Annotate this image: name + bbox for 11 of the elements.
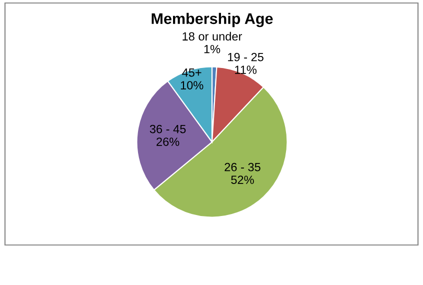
data-label: 26% [156,138,180,146]
slice-label: 45+ [182,68,202,77]
slice-label: 19 - 25 [228,52,264,62]
data-label: 11% [235,66,257,74]
slice-label: 18 or under [182,32,242,41]
chart-title: Membership Age [152,12,273,28]
data-label: 52% [231,176,254,184]
slice-label: 26 - 35 [224,162,260,172]
data-label: 1% [204,44,220,54]
data-label: 10% [180,81,204,90]
slice-label: 36 - 45 [150,124,186,134]
